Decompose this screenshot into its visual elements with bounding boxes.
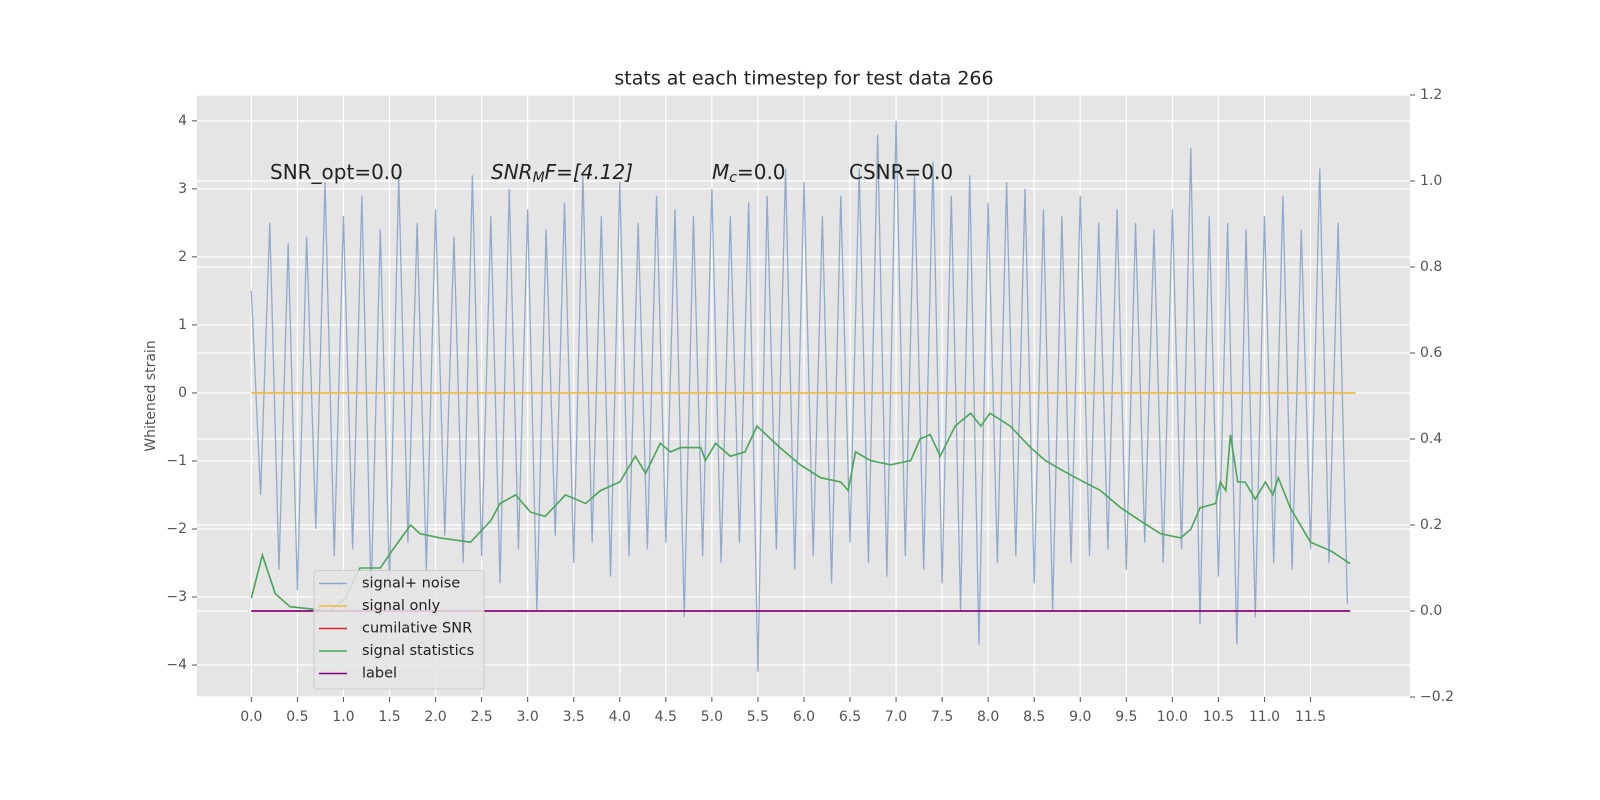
y-tick-label: −3 [166, 589, 187, 605]
y-axis-label: Whitened strain [143, 340, 159, 451]
x-tick-label: 3.0 [517, 709, 539, 725]
y-tick-label: 2 [178, 249, 187, 265]
x-tick-label: 10.5 [1203, 709, 1234, 725]
x-tick-label: 5.0 [701, 709, 723, 725]
x-tick-label: 6.0 [793, 709, 815, 725]
x-tick-label: 4.0 [609, 709, 631, 725]
series-line [250, 412, 1351, 612]
y-tick-label: 1 [178, 317, 187, 333]
x-tick-label: 7.5 [931, 709, 953, 725]
series-line [250, 120, 1349, 672]
x-tick-label: 8.0 [977, 709, 999, 725]
x-tick-label: 0.0 [240, 709, 262, 725]
legend: signal+ noise signal only cumilative SNR si… [313, 570, 485, 690]
y2-tick-label: 0.6 [1420, 345, 1442, 361]
legend-label: cumilative SNR [362, 621, 472, 637]
y-tick-label: −2 [166, 521, 187, 537]
legend-label: signal statistics [362, 643, 474, 659]
x-tick-label: 11.0 [1249, 709, 1280, 725]
annotation: SNRMF=[4.12] [491, 160, 633, 187]
legend-label: signal only [362, 598, 441, 614]
y2-tick-label: 0.4 [1420, 431, 1442, 447]
y-tick-label: 0 [178, 385, 187, 401]
x-tick-label: 3.5 [563, 709, 585, 725]
y2-tick-label: −0.2 [1420, 689, 1454, 705]
annotation-text: SNR [491, 160, 533, 184]
y2-tick-label: 0.8 [1420, 259, 1442, 275]
x-tick-label: 0.5 [286, 709, 308, 725]
annotation-sub: c [729, 170, 737, 186]
chart-title: stats at each timestep for test data 266 [614, 68, 993, 90]
annotation-text: =0.0 [737, 160, 786, 184]
legend-label: signal+ noise [362, 576, 460, 592]
annotation-sub: M [533, 170, 545, 186]
y-tick-label: 3 [178, 181, 187, 197]
y-tick-label: 4 [178, 113, 187, 129]
x-tick-label: 7.0 [885, 709, 907, 725]
annotation-text: F=[4.12] [545, 160, 633, 184]
y-tick-label: −1 [166, 453, 187, 469]
annotation-text: CSNR=0.0 [849, 160, 953, 184]
y2-tick-label: 0.2 [1420, 517, 1442, 533]
x-tick-label: 1.0 [332, 709, 354, 725]
x-tick-label: 2.0 [424, 709, 446, 725]
y2-tick-label: 1.2 [1420, 87, 1442, 103]
y-tick-label: −4 [166, 657, 187, 673]
x-tick-label: 9.5 [1115, 709, 1137, 725]
y2-tick-label: 0.0 [1420, 603, 1442, 619]
axes: 0.0 0.5 1.0 1.5 2.0 2.5 3.0 3.5 4.0 4.5 5.0 5.5 6.0 6… [166, 87, 1454, 725]
legend-box [313, 570, 485, 690]
x-tick-label: 2.5 [470, 709, 492, 725]
annotation: Mc=0.0 [712, 160, 786, 187]
x-tick-label: 8.5 [1023, 709, 1045, 725]
x-tick-label: 11.5 [1295, 709, 1326, 725]
annotations: SNR_opt=0.0 SNRMF=[4.12] Mc=0.0 CSNR=0.0 [270, 160, 953, 187]
x-tick-label: 1.5 [378, 709, 400, 725]
legend-label: label [362, 666, 397, 682]
x-tick-label: 5.5 [747, 709, 769, 725]
annotation: SNR_opt=0.0 [270, 160, 403, 184]
x-tick-label: 10.0 [1157, 709, 1188, 725]
annotation-text: SNR_opt=0.0 [270, 160, 403, 184]
x-tick-label: 6.5 [839, 709, 861, 725]
y2-tick-label: 1.0 [1420, 173, 1442, 189]
x-tick-label: 4.5 [655, 709, 677, 725]
x-tick-label: 9.0 [1069, 709, 1091, 725]
annotation: CSNR=0.0 [849, 160, 953, 184]
annotation-text: M [712, 160, 729, 184]
